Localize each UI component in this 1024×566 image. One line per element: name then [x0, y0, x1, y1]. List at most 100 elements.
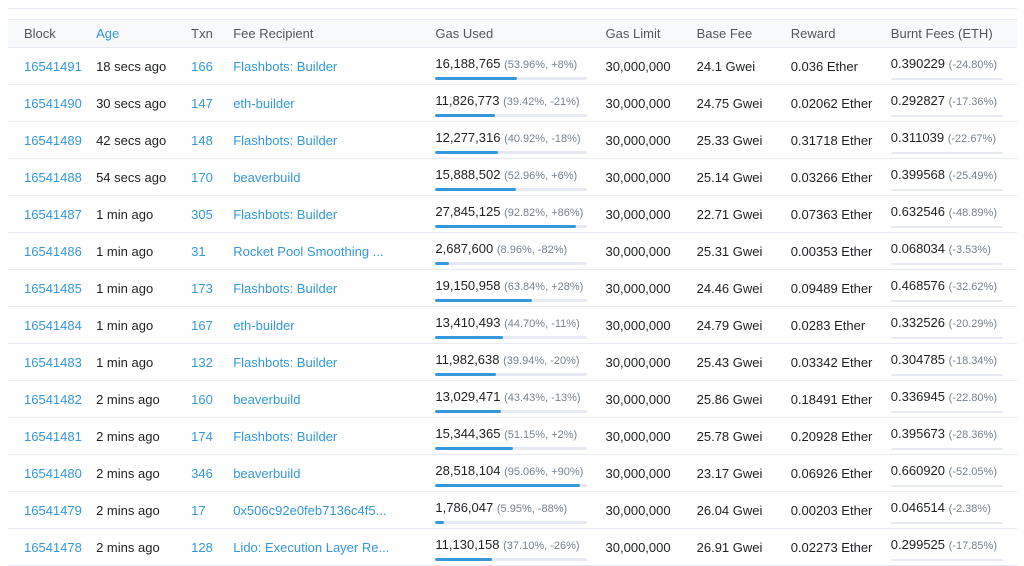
burnt-fees-cell: 0.336945 (-22.80%) — [890, 386, 1009, 413]
block-number-link[interactable]: 16541482 — [24, 391, 82, 407]
gas-used-bar — [435, 187, 588, 191]
gas-used-value: 1,786,047 — [435, 499, 494, 515]
burnt-fees-change: (-22.67%) — [947, 132, 997, 145]
txn-count-link[interactable]: 174 — [191, 428, 213, 444]
gas-used-bar-fill — [435, 113, 496, 117]
gas-used-bar — [435, 76, 588, 80]
txn-count-link[interactable]: 346 — [191, 465, 213, 481]
burnt-fees-track — [890, 77, 1003, 80]
fee-recipient-link[interactable]: Flashbots: Builder — [233, 206, 338, 222]
block-number-link[interactable]: 16541491 — [24, 58, 82, 74]
reward-value: 0.31718 Ether — [790, 132, 873, 148]
gas-limit-value: 30,000,000 — [605, 317, 671, 333]
txn-count-link[interactable]: 17 — [191, 502, 206, 518]
fee-recipient-link[interactable]: Flashbots: Builder — [233, 428, 338, 444]
block-age: 1 min ago — [96, 206, 154, 222]
fee-recipient-link[interactable]: beaverbuild — [233, 391, 301, 407]
fee-recipient-link[interactable]: eth-builder — [233, 95, 295, 111]
txn-count-link[interactable]: 170 — [191, 169, 213, 185]
gas-used-bar — [435, 335, 588, 339]
block-number-link[interactable]: 16541479 — [24, 502, 82, 518]
burnt-fees-track — [890, 262, 1003, 265]
fee-recipient-link[interactable]: 0x506c92e0feb7136c4f5... — [233, 502, 387, 518]
reward-value: 0.02273 Ether — [790, 539, 873, 555]
reward-value: 0.18491 Ether — [790, 391, 873, 407]
burnt-fees-value: 0.068034 — [890, 240, 946, 256]
fee-recipient-link[interactable]: Lido: Execution Layer Re... — [233, 539, 390, 555]
base-fee-value: 22.71 Gwei — [696, 206, 763, 222]
reward-value: 0.07363 Ether — [790, 206, 873, 222]
block-age: 42 secs ago — [96, 132, 167, 148]
burnt-fees-value: 0.390229 — [890, 55, 946, 71]
fee-recipient-link[interactable]: beaverbuild — [233, 465, 301, 481]
col-header-base-fee: Base Fee — [688, 19, 783, 48]
block-number-link[interactable]: 16541485 — [24, 280, 82, 296]
burnt-fees-cell: 0.390229 (-24.80%) — [890, 53, 1009, 80]
burnt-fees-value: 0.632546 — [890, 203, 946, 219]
gas-used-percent: (39.42%, -21%) — [503, 95, 580, 108]
block-number-link[interactable]: 16541484 — [24, 317, 82, 333]
txn-count-link[interactable]: 160 — [191, 391, 213, 407]
fee-recipient-link[interactable]: Rocket Pool Smoothing ... — [233, 243, 384, 259]
block-number-link[interactable]: 16541481 — [24, 428, 82, 444]
block-number-link[interactable]: 16541487 — [24, 206, 82, 222]
gas-used-cell: 1,786,047 (5.95%, -88%) — [435, 497, 589, 524]
gas-used-bar-fill — [435, 76, 518, 80]
gas-used-bar — [435, 446, 588, 450]
burnt-fees-change: (-20.29%) — [948, 317, 997, 330]
block-number-link[interactable]: 16541490 — [24, 95, 82, 111]
block-number-link[interactable]: 16541478 — [24, 539, 82, 555]
block-number-link[interactable]: 16541486 — [24, 243, 82, 259]
gas-limit-value: 30,000,000 — [605, 539, 671, 555]
base-fee-value: 26.04 Gwei — [696, 502, 763, 518]
block-number-link[interactable]: 16541489 — [24, 132, 82, 148]
block-number-link[interactable]: 16541488 — [24, 169, 82, 185]
block-number-link[interactable]: 16541480 — [24, 465, 82, 481]
block-age: 1 min ago — [96, 317, 154, 333]
fee-recipient-link[interactable]: eth-builder — [233, 317, 295, 333]
txn-count-link[interactable]: 166 — [191, 58, 213, 74]
burnt-fees-value: 0.336945 — [890, 388, 946, 404]
txn-count-link[interactable]: 31 — [191, 243, 206, 259]
burnt-fees-change: (-48.89%) — [948, 206, 997, 219]
gas-used-percent: (5.95%, -88%) — [496, 502, 568, 515]
reward-value: 0.00203 Ether — [790, 502, 873, 518]
gas-used-cell: 13,029,471 (43.43%, -13%) — [435, 386, 589, 413]
gas-used-bar — [435, 483, 588, 487]
burnt-fees-cell: 0.311039 (-22.67%) — [890, 127, 1009, 154]
fee-recipient-link[interactable]: Flashbots: Builder — [233, 354, 338, 370]
burnt-fees-change: (-24.80%) — [948, 58, 997, 71]
gas-used-value: 13,410,493 — [435, 314, 501, 330]
block-number-link[interactable]: 16541483 — [24, 354, 82, 370]
txn-count-link[interactable]: 167 — [191, 317, 213, 333]
gas-limit-value: 30,000,000 — [605, 58, 671, 74]
gas-used-percent: (63.84%, +28%) — [504, 280, 584, 293]
reward-value: 0.09489 Ether — [790, 280, 873, 296]
txn-count-link[interactable]: 305 — [191, 206, 213, 222]
burnt-fees-track — [890, 558, 1003, 561]
txn-count-link[interactable]: 128 — [191, 539, 213, 555]
txn-count-link[interactable]: 132 — [191, 354, 213, 370]
burnt-fees-track — [890, 299, 1003, 302]
base-fee-value: 25.43 Gwei — [696, 354, 763, 370]
burnt-fees-value: 0.332526 — [890, 314, 946, 330]
gas-used-percent: (39.94%, -20%) — [503, 354, 580, 367]
gas-used-value: 2,687,600 — [435, 240, 494, 256]
col-header-age[interactable]: Age — [88, 19, 184, 48]
fee-recipient-link[interactable]: Flashbots: Builder — [233, 58, 338, 74]
fee-recipient-link[interactable]: Flashbots: Builder — [233, 132, 338, 148]
fee-recipient-link[interactable]: Flashbots: Builder — [233, 280, 338, 296]
gas-used-bar — [435, 113, 588, 117]
block-age: 18 secs ago — [96, 58, 167, 74]
burnt-fees-value: 0.046514 — [890, 499, 946, 515]
gas-limit-value: 30,000,000 — [605, 132, 671, 148]
table-row: 16541483 1 min ago 132 Flashbots: Builde… — [8, 343, 1017, 381]
gas-used-value: 28,518,104 — [435, 462, 501, 478]
burnt-fees-value: 0.304785 — [890, 351, 946, 367]
burnt-fees-change: (-28.36%) — [948, 428, 997, 441]
gas-used-bar-fill — [435, 446, 514, 450]
txn-count-link[interactable]: 148 — [191, 132, 213, 148]
txn-count-link[interactable]: 173 — [191, 280, 213, 296]
txn-count-link[interactable]: 147 — [191, 95, 213, 111]
fee-recipient-link[interactable]: beaverbuild — [233, 169, 301, 185]
